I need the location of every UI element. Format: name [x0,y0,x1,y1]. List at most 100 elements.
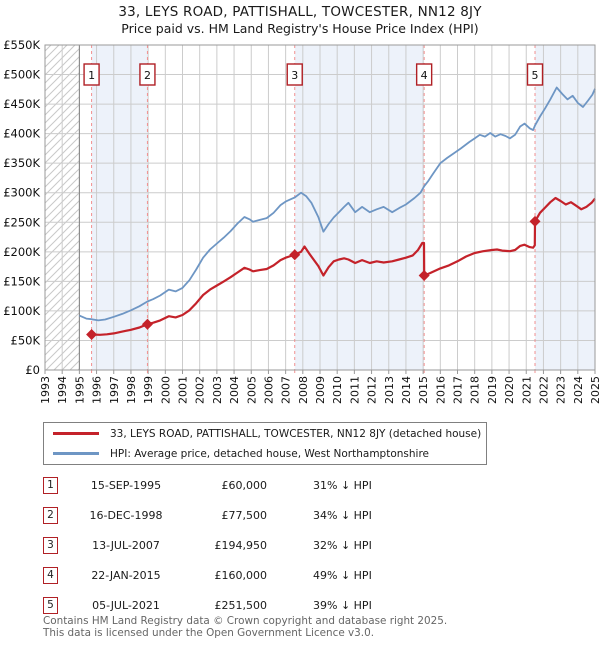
svg-text:£200K: £200K [3,245,40,259]
sale-point-marker [141,318,153,330]
svg-text:£150K: £150K [3,274,40,288]
sale-number-box [526,63,544,86]
hpi-line [79,86,596,322]
transaction-row: 3 13-JUL-2007 £194,950 32% ↓ HPI [43,530,573,560]
svg-text:2014: 2014 [400,376,413,404]
svg-text:2: 2 [144,69,151,82]
transaction-row: 2 16-DEC-1998 £77,500 34% ↓ HPI [43,500,573,530]
svg-text:2003: 2003 [211,376,224,404]
transaction-date: 15-SEP-1995 [90,478,162,492]
sale-point-marker [289,249,301,261]
legend-row: 33, LEYS ROAD, PATTISHALL, TOWCESTER, NN… [44,424,486,444]
sale-number-box [415,63,433,86]
sale-number-box [139,63,156,86]
svg-text:2009: 2009 [314,376,327,404]
svg-text:3: 3 [291,69,298,82]
transaction-date: 05-JUL-2021 [92,598,160,612]
svg-text:£450K: £450K [3,97,40,111]
svg-text:2018: 2018 [469,376,482,404]
transaction-table: 1 15-SEP-1995 £60,000 31% ↓ HPI 2 16-DEC-1998… [43,470,573,620]
transaction-row: 5 05-JUL-2021 £251,500 39% ↓ HPI [43,590,573,620]
svg-text:2017: 2017 [452,376,465,404]
svg-text:1997: 1997 [108,376,121,404]
svg-text:1993: 1993 [39,376,52,404]
svg-text:2012: 2012 [366,376,379,404]
plot-border [44,44,596,371]
svg-text:2007: 2007 [280,376,293,404]
svg-text:2025: 2025 [589,376,600,404]
transaction-number-box: 2 [43,506,58,524]
transaction-number-box: 5 [43,596,58,614]
svg-text:2001: 2001 [177,376,190,404]
svg-text:£50K: £50K [11,333,41,347]
transaction-hpi-delta: 34% ↓ HPI [313,508,372,522]
transaction-date: 22-JAN-2015 [91,568,161,582]
svg-text:2004: 2004 [228,376,241,404]
sale-point-marker [86,329,98,341]
transaction-number-box: 4 [43,566,58,584]
copyright-footer: Contains HM Land Registry data © Crown c… [43,615,583,639]
y-axis-labels: £0 £50K £100K £150K £200K £250K £300K £350K £400… [3,38,40,377]
svg-text:£300K: £300K [3,186,40,200]
legend-row: HPI: Average price, detached house, West… [44,444,486,464]
svg-text:2006: 2006 [262,376,275,404]
svg-text:£500K: £500K [3,68,40,82]
legend-label: HPI: Average price, detached house, West… [110,447,429,460]
sale-number-box [83,63,100,86]
x-axis-labels: 1993 1994 1995 1996 1997 1998 1999 2000 2001 2002… [39,376,600,404]
sale-point-marker [418,269,430,281]
footer-line-1: Contains HM Land Registry data © Crown c… [43,615,448,627]
transaction-number-box: 1 [43,476,58,494]
svg-text:2016: 2016 [434,376,447,404]
transaction-hpi-delta: 49% ↓ HPI [313,568,372,582]
svg-text:2023: 2023 [555,376,568,404]
svg-text:2010: 2010 [331,376,344,404]
svg-text:1995: 1995 [73,376,86,404]
page-subtitle: Price paid vs. HM Land Registry's House … [121,21,479,36]
svg-text:1998: 1998 [125,376,138,404]
svg-text:2011: 2011 [348,376,361,404]
svg-text:2019: 2019 [486,376,499,404]
svg-text:2002: 2002 [194,376,207,404]
transaction-price: £194,950 [214,538,268,552]
svg-text:£100K: £100K [3,304,40,318]
price-line-swatch [53,432,99,435]
svg-text:2008: 2008 [297,376,310,404]
transaction-price: £60,000 [221,478,268,492]
legend-label: 33, LEYS ROAD, PATTISHALL, TOWCESTER, NN… [110,427,482,440]
svg-text:2020: 2020 [503,376,516,404]
svg-text:£350K: £350K [3,156,40,170]
transaction-price: £251,500 [214,598,268,612]
sale-point-marker [529,215,541,227]
transaction-hpi-delta: 31% ↓ HPI [313,478,372,492]
price-paid-line [91,196,596,336]
svg-text:2024: 2024 [572,376,585,404]
transaction-price: £160,000 [214,568,268,582]
transaction-number-box: 3 [43,536,58,554]
svg-text:4: 4 [421,69,428,82]
svg-text:£250K: £250K [3,215,40,229]
ownership-band [294,45,425,370]
svg-text:5: 5 [532,69,539,82]
transaction-date: 13-JUL-2007 [92,538,160,552]
price-history-chart: £0 £50K £100K £150K £200K £250K £300K £350K £400… [3,38,600,404]
chart-legend: 33, LEYS ROAD, PATTISHALL, TOWCESTER, NN… [43,422,487,465]
transaction-date: 16-DEC-1998 [89,508,163,522]
transaction-hpi-delta: 32% ↓ HPI [313,538,372,552]
svg-text:2022: 2022 [537,376,550,404]
ownership-band [91,45,148,370]
hpi-line-swatch [53,452,99,455]
svg-text:1996: 1996 [91,376,104,404]
transaction-row: 1 15-SEP-1995 £60,000 31% ↓ HPI [43,470,573,500]
svg-text:1: 1 [88,69,95,82]
transaction-hpi-delta: 39% ↓ HPI [313,598,372,612]
svg-text:1999: 1999 [142,376,155,404]
svg-text:2000: 2000 [159,376,172,404]
svg-text:2021: 2021 [520,376,533,404]
svg-text:2013: 2013 [383,376,396,404]
transaction-price: £77,500 [221,508,268,522]
svg-text:1994: 1994 [56,376,69,404]
footer-line-2: This data is licensed under the Open Gov… [43,626,375,639]
transaction-row: 4 22-JAN-2015 £160,000 49% ↓ HPI [43,560,573,590]
